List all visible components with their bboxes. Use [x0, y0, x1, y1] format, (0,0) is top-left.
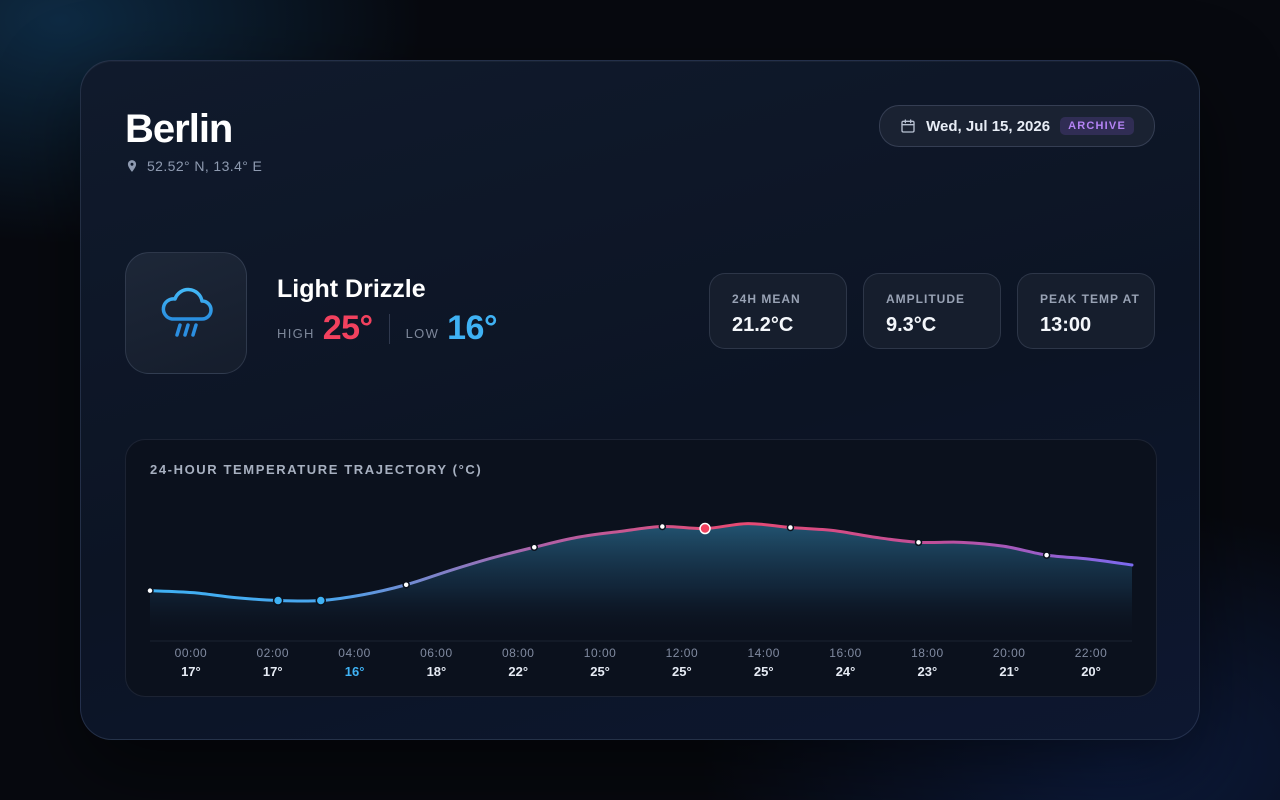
hour-tick: 22:00 20°	[1050, 646, 1132, 679]
date-label: Wed, Jul 15, 2026	[926, 117, 1051, 135]
high-temp: 25°	[322, 309, 373, 347]
peak-point	[699, 522, 711, 535]
hour-temp: 25°	[753, 664, 774, 679]
hour-labels: 00:00 17° 02:00 17° 04:00 16° 06:00 18° 08:00 22°…	[150, 646, 1132, 679]
hour-time: 12:00	[665, 646, 699, 660]
chart-title: 24-HOUR TEMPERATURE TRAJECTORY (°C)	[150, 462, 483, 477]
high-label: HIGH	[277, 326, 315, 341]
high-low-temps: HIGH 25° LOW 16°	[277, 309, 498, 348]
stat-peak-time: PEAK TEMP AT 13:00	[1017, 273, 1155, 349]
hour-time: 00:00	[174, 646, 208, 660]
hour-time: 14:00	[747, 646, 780, 660]
hour-temp: 22°	[508, 664, 529, 679]
hour-tick: 18:00 23°	[886, 646, 968, 679]
hour-time: 06:00	[420, 646, 453, 660]
archive-badge: ARCHIVE	[1060, 117, 1134, 135]
low-point	[315, 595, 327, 606]
stat-value: 13:00	[1040, 314, 1092, 336]
location-pin-icon	[127, 160, 137, 172]
hour-time: 16:00	[829, 646, 862, 660]
data-point	[1042, 551, 1051, 559]
hour-time: 18:00	[911, 646, 944, 660]
city-name: Berlin	[125, 107, 233, 151]
hour-tick: 16:00 24°	[805, 646, 887, 679]
hour-tick: 02:00 17°	[232, 646, 314, 679]
hour-time: 10:00	[583, 646, 617, 660]
stat-value: 9.3°C	[886, 314, 937, 336]
hour-tick: 14:00 25°	[723, 646, 805, 679]
stats-row: 24H MEAN 21.2°C AMPLITUDE 9.3°C PEAK TEM…	[709, 273, 1155, 349]
hour-temp: 17°	[262, 664, 283, 679]
hour-tick: 06:00 18°	[395, 646, 477, 679]
data-point	[786, 523, 795, 532]
temperature-area	[150, 523, 1132, 640]
chart-plot	[146, 522, 1134, 642]
hour-tick: 10:00 25°	[559, 646, 641, 679]
data-point	[146, 586, 154, 595]
condition-text: Light Drizzle	[277, 275, 426, 303]
data-point	[914, 538, 923, 547]
data-point	[530, 543, 539, 552]
hour-temp: 18°	[426, 664, 447, 679]
hour-time: 02:00	[256, 646, 289, 660]
data-point	[402, 580, 410, 589]
temperature-chart: 24-HOUR TEMPERATURE TRAJECTORY (°C)	[125, 439, 1157, 697]
hour-tick: 00:00 17°	[150, 646, 232, 679]
hour-time: 20:00	[992, 646, 1026, 660]
hour-temp: 24°	[835, 664, 856, 679]
weather-card: Berlin 52.52° N, 13.4° E Wed, Jul 15, 20…	[80, 60, 1200, 740]
hour-temp: 16°	[344, 664, 365, 679]
hour-temp: 25°	[672, 664, 692, 679]
hour-temp: 17°	[181, 664, 201, 679]
hour-temp: 23°	[917, 664, 938, 679]
stat-mean: 24H MEAN 21.2°C	[709, 273, 847, 349]
stat-amplitude: AMPLITUDE 9.3°C	[863, 273, 1001, 349]
coordinates-text: 52.52° N, 13.4° E	[147, 158, 263, 174]
hour-tick: 08:00 22°	[477, 646, 559, 679]
hour-tick: 12:00 25°	[641, 646, 723, 679]
stat-label: PEAK TEMP AT	[1040, 292, 1140, 306]
hour-time: 08:00	[501, 646, 535, 660]
stat-label: AMPLITUDE	[886, 292, 965, 306]
hour-temp: 20°	[1081, 664, 1101, 679]
divider	[388, 313, 390, 344]
calendar-icon	[901, 119, 915, 133]
rain-cloud-icon	[161, 287, 213, 337]
hour-tick: 04:00 16°	[314, 646, 396, 679]
stat-label: 24H MEAN	[732, 292, 801, 306]
low-label: LOW	[405, 326, 440, 341]
weather-icon-box	[125, 252, 247, 374]
hour-time: 04:00	[338, 646, 371, 660]
hour-temp: 25°	[590, 664, 610, 679]
low-temp: 16°	[447, 309, 498, 347]
hour-temp: 21°	[999, 664, 1020, 679]
low-point	[272, 595, 284, 606]
date-selector[interactable]: Wed, Jul 15, 2026 ARCHIVE	[879, 105, 1155, 147]
coordinates: 52.52° N, 13.4° E	[125, 158, 262, 174]
hour-tick: 20:00 21°	[968, 646, 1050, 679]
stat-value: 21.2°C	[732, 314, 794, 336]
data-point	[658, 522, 667, 531]
hour-time: 22:00	[1074, 646, 1108, 660]
